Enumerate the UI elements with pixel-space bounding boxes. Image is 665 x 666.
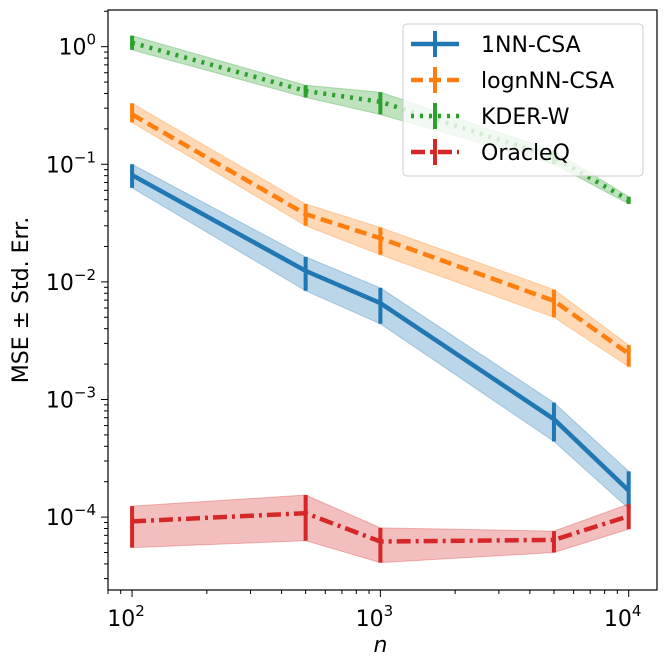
x-tick-exponent: 2 (135, 602, 145, 620)
x-tick-base: 10 (356, 607, 384, 632)
y-tick-label: 10−1 (46, 148, 96, 178)
x-tick-label: 103 (356, 602, 394, 632)
legend-item: lognNN-CSA (411, 67, 614, 94)
x-axis: 102 103 104 (107, 590, 641, 632)
x-axis-label: n (374, 633, 388, 658)
y-tick-base: 10 (46, 271, 74, 296)
y-tick-label: 10−2 (46, 266, 96, 296)
x-tick-base: 10 (604, 607, 632, 632)
legend-item: OracleQ (411, 139, 570, 166)
legend-item: 1NN-CSA (411, 31, 581, 58)
legend-label: OracleQ (481, 141, 570, 166)
y-tick-exponent: 0 (86, 31, 96, 49)
y-tick-label: 10−3 (46, 383, 96, 413)
y-tick-base: 10 (46, 153, 74, 178)
legend-label: lognNN-CSA (481, 69, 614, 94)
x-tick-label: 102 (107, 602, 145, 632)
y-tick-exponent: −2 (74, 266, 96, 284)
y-tick-exponent: −3 (74, 383, 96, 401)
legend: 1NN-CSA lognNN-CSA KDER-W OracleQ (402, 23, 644, 177)
legend-box (402, 23, 644, 177)
y-tick-base: 10 (46, 506, 74, 531)
legend-item: KDER-W (411, 103, 570, 130)
x-tick-exponent: 3 (384, 602, 394, 620)
y-tick-base: 10 (58, 36, 86, 61)
legend-label: 1NN-CSA (481, 33, 581, 58)
x-tick-base: 10 (107, 607, 135, 632)
y-tick-exponent: −1 (74, 148, 96, 166)
y-tick-base: 10 (46, 388, 74, 413)
y-tick-exponent: −4 (74, 501, 96, 519)
legend-label: KDER-W (481, 105, 570, 130)
y-tick-label: 100 (58, 31, 96, 61)
x-tick-exponent: 4 (632, 602, 642, 620)
x-tick-label: 104 (604, 602, 642, 632)
y-tick-label: 10−4 (46, 501, 96, 531)
y-axis-label: MSE ± Std. Err. (9, 217, 34, 383)
